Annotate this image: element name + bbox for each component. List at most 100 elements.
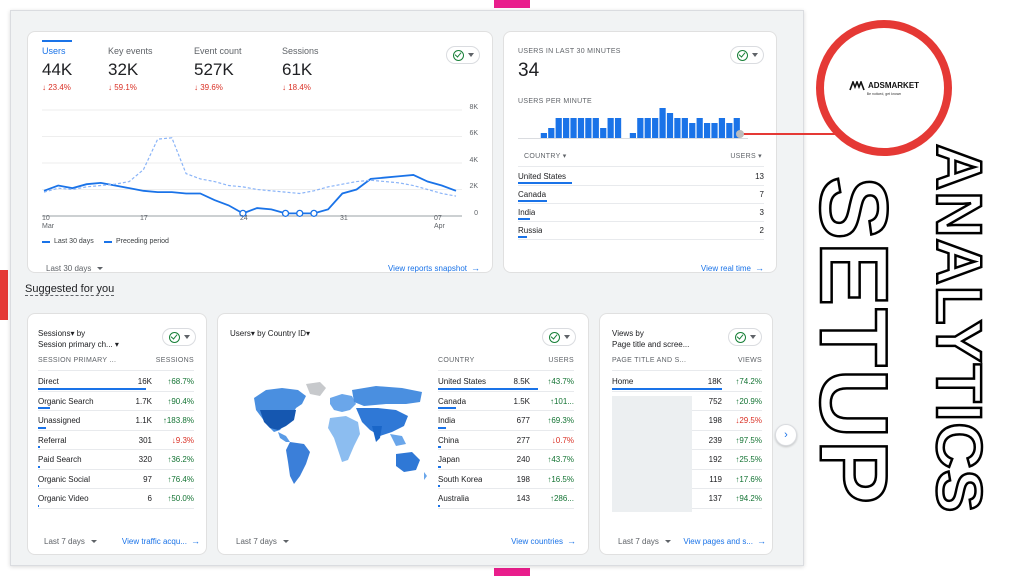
table-row[interactable]: China 277 ↓0.7% bbox=[438, 431, 574, 450]
col-name-header[interactable]: SESSION PRIMARY ... bbox=[38, 357, 117, 364]
row-value: 97 bbox=[143, 474, 152, 484]
date-range-label: Last 7 days bbox=[236, 537, 277, 546]
table-row[interactable]: South Korea 198 ↑16.5% bbox=[438, 470, 574, 489]
arrow-right-icon: → bbox=[567, 536, 576, 546]
table-row[interactable]: Canada 1.5K ↑101... bbox=[438, 392, 574, 411]
pink-accent-top bbox=[494, 0, 530, 8]
card-title[interactable]: Users▾ by Country ID▾ bbox=[230, 329, 311, 338]
row-change: ↑17.6% bbox=[735, 474, 762, 484]
check-circle-icon bbox=[168, 331, 180, 343]
minute-bar bbox=[540, 133, 547, 138]
x-tick-month: Apr bbox=[434, 223, 445, 230]
table-row[interactable]: Organic Video 6 ↑50.0% bbox=[38, 489, 194, 509]
analytics-word: ANALYTICS bbox=[922, 143, 997, 515]
arrow-right-icon: → bbox=[191, 536, 200, 546]
col-value-header[interactable]: SESSIONS bbox=[155, 357, 194, 364]
table-row[interactable]: India 3 bbox=[518, 204, 764, 222]
row-change: ↑43.7% bbox=[547, 377, 574, 386]
table-row[interactable]: Australia 143 ↑286... bbox=[438, 489, 574, 509]
view-real-time-link[interactable]: View real time → bbox=[701, 263, 764, 273]
status-chip[interactable] bbox=[728, 328, 762, 346]
setup-word: SETUP bbox=[799, 175, 909, 508]
view-countries-link[interactable]: View countries → bbox=[511, 536, 576, 546]
x-tick-month: Mar bbox=[42, 223, 55, 230]
status-chip[interactable] bbox=[446, 46, 480, 64]
users-per-minute-bar-chart bbox=[518, 108, 748, 139]
share-bar bbox=[38, 504, 39, 507]
col-users-header[interactable]: USERS ▾ bbox=[730, 153, 762, 160]
date-range-selector[interactable]: Last 30 days bbox=[46, 264, 104, 273]
x-tick-label: 07 Apr bbox=[434, 215, 445, 231]
red-accent-left bbox=[0, 270, 8, 320]
card-title[interactable]: Sessions▾ by Session primary ch... ▾ bbox=[38, 328, 119, 350]
row-value: 239 bbox=[708, 435, 722, 445]
row-country: India bbox=[518, 208, 536, 217]
table-row[interactable]: India 677 ↑69.3% bbox=[438, 411, 574, 431]
row-value: 301 bbox=[138, 435, 152, 445]
view-pages-link[interactable]: View pages and s... → bbox=[683, 536, 766, 546]
minute-bar bbox=[629, 133, 637, 138]
suggested-title: Suggested for you bbox=[25, 283, 115, 296]
table-row[interactable]: Paid Search 320 ↑36.2% bbox=[38, 450, 194, 470]
map-asia bbox=[356, 408, 408, 436]
minute-bar bbox=[637, 118, 644, 138]
caret-down-icon bbox=[749, 335, 756, 339]
table-row[interactable]: Organic Search 1.7K ↑90.4% bbox=[38, 392, 194, 411]
col-name-header[interactable]: COUNTRY bbox=[438, 357, 475, 364]
row-change: ↑76.4% bbox=[167, 474, 194, 484]
date-range-label: Last 7 days bbox=[618, 537, 659, 546]
table-row[interactable]: Home 18K ↑74.2% bbox=[612, 372, 762, 392]
link-label: View real time bbox=[700, 263, 751, 273]
share-bar bbox=[438, 465, 441, 468]
status-chip[interactable] bbox=[730, 46, 764, 64]
table-row[interactable]: Canada 7 bbox=[518, 186, 764, 204]
map-india bbox=[372, 426, 382, 442]
logo-tagline: Be noticed, get known bbox=[866, 91, 902, 96]
table-row[interactable]: United States 8.5K ↑43.7% bbox=[438, 372, 574, 392]
minute-bar bbox=[548, 128, 555, 138]
map-africa bbox=[328, 416, 360, 462]
metric-users[interactable]: Users 44K ↓ 23.4% bbox=[42, 46, 72, 92]
row-value: 1.5K bbox=[513, 396, 530, 406]
series-line-current bbox=[43, 174, 457, 215]
table-row[interactable]: United States 13 bbox=[518, 168, 764, 186]
sessions-by-channel-card: Sessions▾ by Session primary ch... ▾ SES… bbox=[27, 313, 207, 555]
col-country-header[interactable]: COUNTRY ▾ bbox=[524, 153, 567, 160]
minute-bar bbox=[592, 118, 599, 138]
row-value: 240 bbox=[516, 455, 530, 464]
col-value-header[interactable]: VIEWS bbox=[737, 357, 762, 364]
view-traffic-acquisition-link[interactable]: View traffic acqu... → bbox=[122, 536, 200, 546]
status-chip[interactable] bbox=[162, 328, 196, 346]
row-label: Canada bbox=[438, 396, 467, 406]
table-row[interactable]: Russia 2 bbox=[518, 222, 764, 240]
view-reports-snapshot-link[interactable]: View reports snapshot → bbox=[388, 263, 480, 273]
metric-sessions[interactable]: Sessions 61K ↓ 18.4% bbox=[282, 46, 319, 92]
arrow-right-icon: → bbox=[757, 536, 766, 546]
anomaly-marker bbox=[310, 209, 318, 217]
table-row[interactable]: Japan 240 ↑43.7% bbox=[438, 450, 574, 470]
share-bar bbox=[518, 218, 531, 220]
metric-event-count[interactable]: Event count 527K ↓ 39.6% bbox=[194, 46, 242, 92]
date-range-selector[interactable]: Last 7 days bbox=[618, 537, 671, 546]
row-change: ↑69.3% bbox=[547, 416, 574, 425]
card-title[interactable]: Views by Page title and scree... bbox=[612, 328, 689, 350]
status-chip[interactable] bbox=[542, 328, 576, 346]
date-range-selector[interactable]: Last 7 days bbox=[236, 537, 289, 546]
next-cards-button[interactable]: › bbox=[775, 424, 797, 446]
table-row[interactable]: Referral 301 ↓9.3% bbox=[38, 431, 194, 450]
row-country: United States bbox=[518, 172, 567, 181]
row-change: ↑50.0% bbox=[167, 494, 194, 503]
y-tick-label: 0 bbox=[474, 210, 478, 217]
metric-key-events[interactable]: Key events 32K ↓ 59.1% bbox=[108, 46, 153, 92]
col-name-header[interactable]: PAGE TITLE AND S... bbox=[612, 357, 687, 364]
table-row[interactable]: Unassigned 1.1K ↑183.8% bbox=[38, 411, 194, 431]
col-value-header[interactable]: USERS bbox=[548, 357, 574, 364]
row-change: ↓9.3% bbox=[171, 435, 194, 445]
minute-bar bbox=[585, 118, 592, 138]
caret-down-icon bbox=[664, 540, 671, 543]
link-label: View reports snapshot bbox=[387, 263, 467, 273]
table-row[interactable]: Organic Social 97 ↑76.4% bbox=[38, 470, 194, 489]
table-row[interactable]: Direct 16K ↑68.7% bbox=[38, 372, 194, 392]
date-range-selector[interactable]: Last 7 days bbox=[44, 537, 97, 546]
